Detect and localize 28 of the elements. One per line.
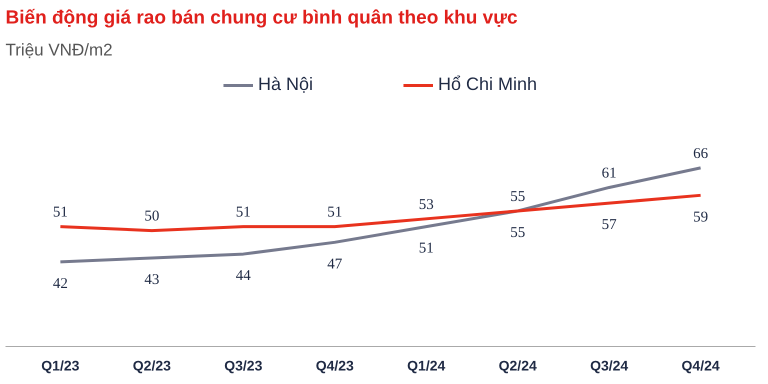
data-label: 50 (144, 208, 160, 225)
data-label: 42 (52, 276, 68, 292)
data-label: 55 (510, 188, 526, 205)
legend-label: Hổ Chi Minh (438, 74, 538, 95)
data-label: 55 (510, 224, 526, 241)
x-tick-label: Q1/24 (407, 358, 446, 374)
legend-label: Hà Nội (258, 74, 313, 95)
x-tick-label: Q4/24 (682, 358, 720, 374)
chart-subtitle: Triệu VNĐ/m2 (6, 40, 113, 60)
data-label: 51 (327, 204, 342, 221)
data-label: 43 (144, 272, 160, 288)
x-tick-label: Q1/23 (41, 358, 80, 374)
x-tick-label: Q3/23 (224, 358, 263, 374)
x-tick-label: Q2/23 (132, 358, 172, 374)
data-label: 66 (693, 146, 709, 162)
data-label: 51 (52, 204, 68, 221)
data-label: 51 (418, 240, 434, 257)
x-tick-label: Q3/24 (590, 358, 628, 374)
x-tick-label: Q2/24 (498, 358, 537, 374)
data-label: 51 (236, 204, 251, 221)
data-label: 61 (602, 165, 617, 182)
data-label: 44 (236, 268, 252, 284)
chart-title: Biến động giá rao bán chung cư bình quân theo khu vực (6, 8, 518, 28)
data-label: 47 (327, 256, 343, 272)
data-label: 57 (602, 217, 618, 234)
x-tick-label: Q4/23 (316, 358, 354, 374)
data-label: 59 (693, 209, 708, 226)
data-label: 53 (418, 196, 434, 213)
